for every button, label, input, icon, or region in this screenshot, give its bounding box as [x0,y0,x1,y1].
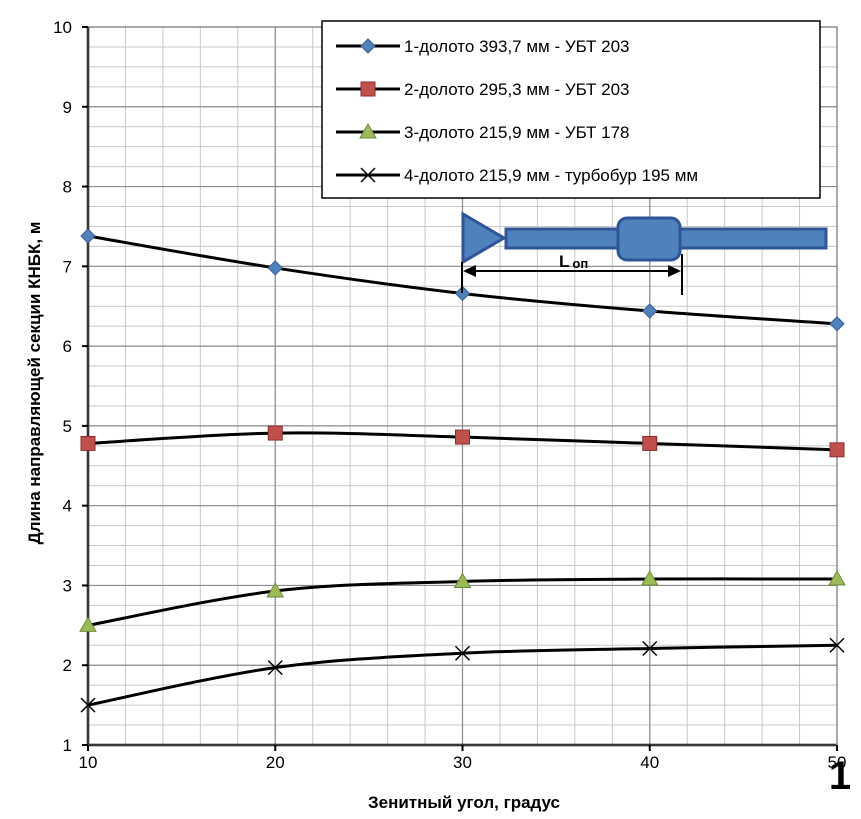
series-2-point [455,429,470,445]
bit-triangle [461,211,507,265]
legend-label: 1-долото 393,7 мм - УБТ 203 [404,37,630,56]
legend-marker [360,38,376,54]
series-4-point [829,637,845,653]
y-tick-label: 7 [63,257,72,276]
stabilizer [616,216,682,262]
series-4-point [267,660,283,676]
dimension-arrow-left [463,265,476,277]
series-markers [79,228,846,713]
x-tick-label: 20 [266,753,285,772]
series-3-point [828,570,846,586]
legend-label: 2-долото 295,3 мм - УБТ 203 [404,80,630,99]
svg-text:Lоп: Lоп [559,252,588,271]
y-tick-label: 8 [63,178,72,197]
legend-item-2: 2-долото 295,3 мм - УБТ 203 [336,80,630,99]
legend-label: 4-долото 215,9 мм - турбобур 195 мм [404,166,698,185]
x-tick-labels: 10 20 30 40 50 [79,753,847,772]
x-marker-stroke [454,645,471,661]
series-1-point [829,316,845,332]
legend-marker [359,122,377,139]
y-axis-title: Длина направляющей секции КНБК, м [25,222,44,545]
y-tick-label: 1 [63,736,72,755]
x-tick-label: 40 [640,753,659,772]
series-2-point [829,442,845,458]
series-3-point [79,616,97,632]
y-tick-label: 5 [63,417,72,436]
dimension-label-main: L [559,252,569,271]
y-tick-label: 3 [63,576,72,595]
series-4-point [642,640,658,656]
y-tick-label: 10 [53,18,72,37]
y-tick-label: 9 [63,98,72,117]
dimension-arrow-right [668,265,681,277]
series-2-point [642,435,658,451]
x-tick-label: 50 [828,753,847,772]
y-tick-label: 2 [63,656,72,675]
x-marker-stroke [267,660,283,676]
legend-item-1: 1-долото 393,7 мм - УБТ 203 [336,37,630,56]
series-2-point [80,435,96,451]
legend-item-3: 3-долото 215,9 мм - УБТ 178 [336,122,630,142]
series-4-point [454,645,471,661]
x-marker-stroke [642,640,658,656]
series-4-point [80,697,96,713]
legend: 1-долото 393,7 мм - УБТ 203 2-долото 295,… [321,20,821,199]
series-1-point [454,285,471,302]
series-1-point [267,260,283,276]
series-3-point [453,572,472,588]
series-3-point [640,570,659,586]
legend-item-4: 4-долото 215,9 мм - турбобур 195 мм [336,166,698,185]
y-tick-labels: 1 2 3 4 5 6 7 8 9 10 [53,18,72,755]
legend-marker [360,81,376,97]
legend-items: 1-долото 393,7 мм - УБТ 203 2-долото 295,… [336,37,698,185]
x-marker-stroke [360,167,376,183]
x-tick-label: 10 [79,753,98,772]
x-marker-stroke [829,637,845,653]
legend-box [321,20,821,199]
y-tick-label: 6 [63,337,72,356]
x-marker-stroke [80,697,96,713]
series-1-point [642,303,658,319]
legend-label: 3-долото 215,9 мм - УБТ 178 [404,123,630,142]
legend-marker [360,167,376,183]
corner-label: 1 [829,754,851,798]
dimension-label-sub: оп [572,256,588,271]
x-axis-title: Зенитный угол, градус [368,793,560,812]
series-3-point [266,582,285,598]
x-tick-label: 30 [453,753,472,772]
y-tick-label: 4 [63,497,72,516]
series-1-point [80,228,96,244]
series-2-point [267,425,283,441]
